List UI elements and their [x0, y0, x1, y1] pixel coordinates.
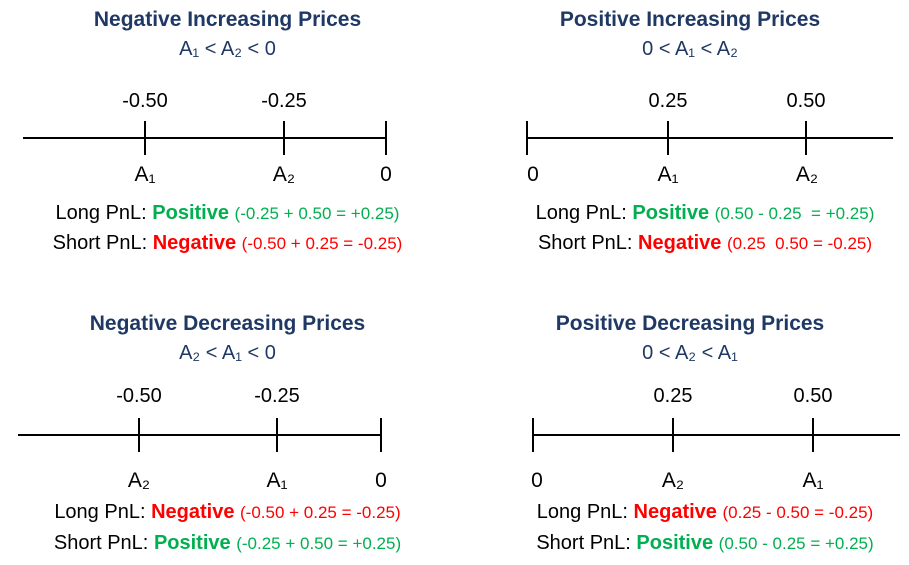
short-pnl-row: Short PnL: Negative (-0.50 + 0.25 = -0.2… — [0, 232, 455, 255]
quadrant-title: Positive Increasing Prices — [559, 8, 821, 31]
short-pnl-calc: (-0.25 + 0.50 = +0.25) — [236, 534, 402, 553]
long-pnl-result: Positive — [152, 202, 229, 224]
short-pnl-row: Short PnL: Positive (-0.25 + 0.50 = +0.2… — [0, 532, 455, 555]
tick-mark — [672, 418, 674, 452]
tick-mark — [385, 121, 387, 155]
quadrant-title: Positive Decreasing Prices — [555, 312, 825, 335]
axis-value-label: 0.50 — [793, 385, 833, 407]
axis-point-label: 0 — [380, 163, 392, 186]
long-pnl-label: Long PnL: — [535, 202, 627, 224]
tick-mark — [138, 418, 140, 452]
axis-value-label: 0.50 — [786, 90, 826, 112]
long-pnl-row: Long PnL: Positive (-0.25 + 0.50 = +0.25… — [0, 202, 455, 225]
short-pnl-result: Negative — [152, 232, 237, 254]
quadrant-inequality: 0 < A₂ < A₁ — [642, 342, 738, 364]
short-pnl-result: Positive — [636, 532, 714, 554]
tick-mark — [532, 418, 534, 452]
long-pnl-row: Long PnL: Negative (-0.50 + 0.25 = -0.25… — [0, 501, 455, 524]
quadrant-positive-increasing: Positive Increasing Prices 0 < A₁ < A₂ 0… — [455, 0, 909, 282]
quadrant-inequality: A₁ < A₂ < 0 — [179, 38, 276, 60]
short-pnl-calc: (0.25 0.50 = -0.25) — [726, 234, 873, 253]
axis-point-label: A₂ — [127, 469, 151, 492]
quadrant-title: Negative Increasing Prices — [93, 8, 362, 31]
short-pnl-calc: (0.50 - 0.25 = +0.25) — [718, 534, 874, 553]
tick-mark — [283, 121, 285, 155]
tick-mark — [805, 121, 807, 155]
long-pnl-calc: (-0.25 + 0.50 = +0.25) — [234, 204, 400, 223]
long-pnl-result: Positive — [632, 202, 710, 224]
long-pnl-result: Negative — [151, 501, 235, 523]
short-pnl-result: Negative — [638, 232, 722, 254]
axis-point-label: A₂ — [795, 163, 819, 186]
long-pnl-label: Long PnL: — [54, 501, 146, 523]
axis-point-label: 0 — [531, 469, 543, 492]
long-pnl-row: Long PnL: Positive (0.50 - 0.25 = +0.25) — [478, 202, 909, 225]
short-pnl-label: Short PnL: — [52, 232, 148, 254]
tick-mark — [667, 121, 669, 155]
long-pnl-result: Negative — [633, 501, 717, 523]
short-pnl-calc: (-0.50 + 0.25 = -0.25) — [241, 234, 403, 253]
axis-point-label: 0 — [527, 163, 539, 186]
short-pnl-label: Short PnL: — [537, 232, 633, 254]
axis-point-label: A₁ — [134, 163, 156, 186]
axis-point-label: A₁ — [266, 469, 288, 492]
axis-value-label: 0.25 — [653, 385, 693, 407]
long-pnl-label: Long PnL: — [55, 202, 147, 224]
long-pnl-calc: (0.25 - 0.50 = -0.25) — [722, 503, 874, 522]
tick-mark — [144, 121, 146, 155]
short-pnl-label: Short PnL: — [536, 532, 631, 554]
axis-value-label: -0.25 — [261, 90, 307, 112]
quadrant-positive-decreasing: Positive Decreasing Prices 0 < A₂ < A₁ 0… — [455, 283, 909, 565]
short-pnl-result: Positive — [153, 532, 231, 554]
number-line — [23, 137, 387, 139]
long-pnl-calc: (0.50 - 0.25 = +0.25) — [714, 204, 875, 223]
axis-point-label: A₁ — [657, 163, 679, 186]
tick-mark — [812, 418, 814, 452]
axis-point-label: A₂ — [661, 469, 685, 492]
quadrant-inequality: A₂ < A₁ < 0 — [179, 342, 276, 364]
long-pnl-label: Long PnL: — [536, 501, 628, 523]
long-pnl-row: Long PnL: Negative (0.25 - 0.50 = -0.25) — [478, 501, 909, 524]
short-pnl-row: Short PnL: Positive (0.50 - 0.25 = +0.25… — [478, 532, 909, 555]
axis-point-label: 0 — [375, 469, 387, 492]
axis-value-label: -0.50 — [116, 385, 162, 407]
short-pnl-label: Short PnL: — [53, 532, 149, 554]
tick-mark — [380, 418, 382, 452]
number-line — [18, 434, 382, 436]
long-pnl-calc: (-0.50 + 0.25 = -0.25) — [240, 503, 401, 522]
quadrant-negative-increasing: Negative Increasing Prices A₁ < A₂ < 0 -… — [0, 0, 455, 282]
number-line — [533, 434, 900, 436]
tick-mark — [526, 121, 528, 155]
tick-mark — [276, 418, 278, 452]
quadrant-inequality: 0 < A₁ < A₂ — [642, 38, 738, 60]
quadrant-title: Negative Decreasing Prices — [89, 312, 366, 335]
axis-value-label: -0.25 — [254, 385, 300, 407]
number-line — [527, 137, 893, 139]
axis-value-label: 0.25 — [648, 90, 688, 112]
short-pnl-row: Short PnL: Negative (0.25 0.50 = -0.25) — [478, 232, 909, 255]
axis-point-label: A₁ — [802, 469, 824, 492]
quadrant-negative-decreasing: Negative Decreasing Prices A₂ < A₁ < 0 -… — [0, 283, 455, 565]
axis-point-label: A₂ — [272, 163, 296, 186]
axis-value-label: -0.50 — [122, 90, 168, 112]
